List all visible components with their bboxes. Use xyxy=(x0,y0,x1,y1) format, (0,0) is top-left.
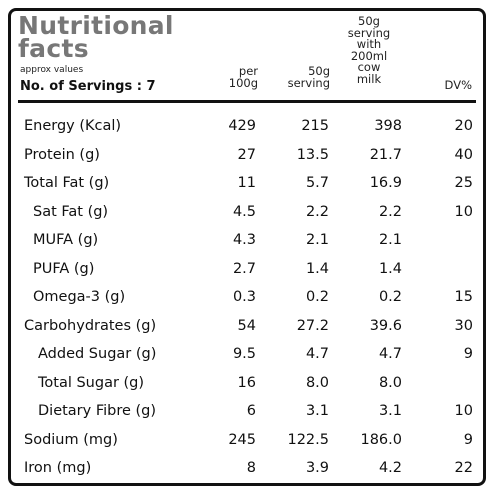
value-per-100g: 429 xyxy=(228,118,256,134)
value-50g-serving: 122.5 xyxy=(287,431,329,448)
nutrient-row: MUFA (g) 4.3 2.1 2.1 xyxy=(0,226,500,254)
nutrient-label: Sat Fat (g) xyxy=(33,203,109,220)
nutrient-row: Carbohydrates (g) 54 27.2 39.6 30 xyxy=(0,312,500,340)
nutrition-facts-panel xyxy=(8,8,486,486)
value-50g-serving: 8.0 xyxy=(305,374,329,391)
value-50g-serving: 27.2 xyxy=(296,317,329,334)
value-with-milk: 0.2 xyxy=(378,289,402,305)
value-50g-serving: 2.1 xyxy=(305,232,329,248)
value-with-milk: 398 xyxy=(374,118,402,134)
value-per-100g: 11 xyxy=(237,175,256,191)
value-per-100g: 9.5 xyxy=(232,346,256,362)
column-header-line: per xyxy=(238,64,258,78)
value-with-milk: 39.6 xyxy=(369,317,402,334)
column-header-line: serving xyxy=(347,25,391,40)
column-header-line: 50g xyxy=(358,14,380,28)
value-50g-serving: 1.4 xyxy=(305,260,329,277)
value-dv-percent: 30 xyxy=(454,317,473,334)
value-per-100g: 16 xyxy=(237,374,256,391)
nutrient-label: Carbohydrates (g) xyxy=(24,317,157,334)
value-50g-serving: 2.2 xyxy=(305,203,329,220)
value-50g-serving: 0.2 xyxy=(305,289,329,305)
nutrient-row: Omega-3 (g) 0.3 0.2 0.2 15 xyxy=(0,283,500,311)
value-50g-serving: 3.9 xyxy=(305,460,329,476)
value-per-100g: 2.7 xyxy=(232,260,256,277)
value-dv-percent: 22 xyxy=(454,460,473,476)
nutrient-label: Sodium (mg) xyxy=(24,431,118,448)
value-dv-percent: 10 xyxy=(454,403,473,419)
value-50g-serving: 13.5 xyxy=(296,146,329,163)
value-with-milk: 8.0 xyxy=(378,374,402,391)
value-with-milk: 1.4 xyxy=(378,260,402,277)
value-per-100g: 8 xyxy=(246,460,256,476)
nutrient-label: Protein (g) xyxy=(24,146,100,163)
value-with-milk: 21.7 xyxy=(369,146,402,163)
nutrient-label: MUFA (g) xyxy=(33,232,99,248)
value-per-100g: 245 xyxy=(228,431,256,448)
nutrient-label: Total Sugar (g) xyxy=(38,374,145,391)
column-header-50g-serving: 50g serving xyxy=(270,64,330,90)
column-header-line: with xyxy=(356,37,382,51)
column-header-line: milk xyxy=(356,71,382,86)
value-with-milk: 3.1 xyxy=(378,403,402,419)
nutrient-row: Sat Fat (g) 4.5 2.2 2.2 10 xyxy=(0,198,500,226)
nutrient-label: Dietary Fibre (g) xyxy=(38,403,157,419)
nutrient-row: Protein (g) 27 13.5 21.7 40 xyxy=(0,141,500,169)
value-per-100g: 4.5 xyxy=(232,203,256,220)
value-dv-percent: 10 xyxy=(454,203,473,220)
value-50g-serving: 215 xyxy=(301,118,329,134)
nutrient-label: Energy (Kcal) xyxy=(24,118,122,134)
value-with-milk: 16.9 xyxy=(369,175,402,191)
value-per-100g: 27 xyxy=(237,146,256,163)
approx-values-note: approx values xyxy=(20,65,84,75)
value-dv-percent: 9 xyxy=(463,431,473,448)
nutrient-row: Dietary Fibre (g) 6 3.1 3.1 10 xyxy=(0,397,500,425)
value-with-milk: 4.7 xyxy=(378,346,402,362)
nutrient-label: Omega-3 (g) xyxy=(33,289,126,305)
nutrient-label: PUFA (g) xyxy=(33,260,95,277)
value-with-milk: 2.1 xyxy=(378,232,402,248)
nutrient-row: Sodium (mg) 245 122.5 186.0 9 xyxy=(0,426,500,454)
value-per-100g: 54 xyxy=(237,317,256,334)
column-header-line: 100g xyxy=(228,75,258,90)
value-dv-percent: 15 xyxy=(454,289,473,305)
column-header-line: 200ml xyxy=(350,48,388,63)
column-header-line: serving xyxy=(287,75,330,90)
nutrition-title: Nutritional facts xyxy=(18,11,174,63)
column-header-dv: DV% xyxy=(444,78,472,92)
value-50g-serving: 3.1 xyxy=(305,403,329,419)
column-header-with-milk: 50g serving with 200ml cow milk xyxy=(336,14,402,86)
nutrient-row: Iron (mg) 8 3.9 4.2 22 xyxy=(0,454,500,482)
nutrient-label: Added Sugar (g) xyxy=(38,346,157,362)
value-with-milk: 2.2 xyxy=(378,203,402,220)
nutrient-row: Energy (Kcal) 429 215 398 20 xyxy=(0,112,500,140)
title-line-2: facts xyxy=(18,34,89,63)
column-header-line: 50g xyxy=(308,64,330,78)
header-divider xyxy=(18,100,476,103)
value-50g-serving: 5.7 xyxy=(305,175,329,191)
value-50g-serving: 4.7 xyxy=(305,346,329,362)
column-header-per-100g: per 100g xyxy=(200,64,258,90)
nutrient-label: Total Fat (g) xyxy=(24,175,110,191)
nutrient-row: Total Fat (g) 11 5.7 16.9 25 xyxy=(0,169,500,197)
servings-count: No. of Servings : 7 xyxy=(20,79,156,94)
value-with-milk: 4.2 xyxy=(378,460,402,476)
value-dv-percent: 25 xyxy=(454,175,473,191)
nutrient-label: Iron (mg) xyxy=(24,460,92,476)
value-per-100g: 0.3 xyxy=(232,289,256,305)
title-line-1: Nutritional xyxy=(18,11,174,40)
nutrient-row: Added Sugar (g) 9.5 4.7 4.7 9 xyxy=(0,340,500,368)
nutrient-row: Total Sugar (g) 16 8.0 8.0 xyxy=(0,369,500,397)
value-with-milk: 186.0 xyxy=(360,431,402,448)
value-per-100g: 6 xyxy=(246,403,256,419)
column-header-line: cow xyxy=(357,60,381,74)
value-dv-percent: 9 xyxy=(463,346,473,362)
value-per-100g: 4.3 xyxy=(232,232,256,248)
nutrient-row: PUFA (g) 2.7 1.4 1.4 xyxy=(0,255,500,283)
value-dv-percent: 40 xyxy=(454,146,473,163)
value-dv-percent: 20 xyxy=(454,118,473,134)
